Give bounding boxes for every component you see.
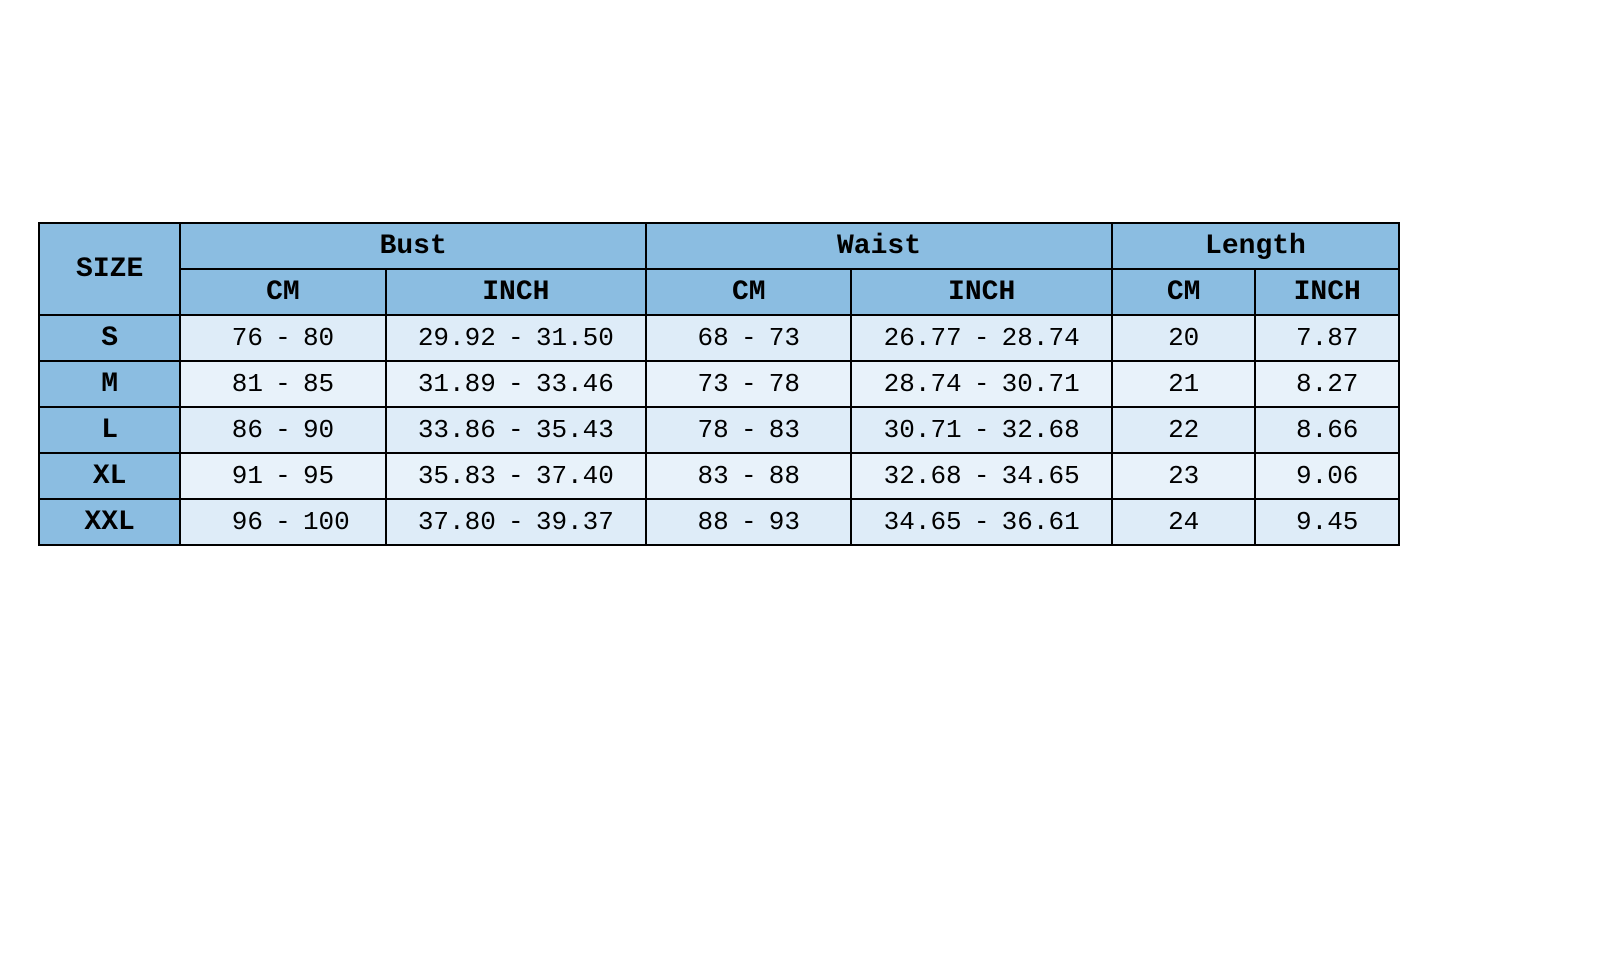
header-bust: Bust (180, 223, 646, 269)
table-cell: 81-85 (180, 361, 385, 407)
table-cell: 30.71-32.68 (851, 407, 1112, 453)
table-cell: 29.92-31.50 (386, 315, 647, 361)
table-row: XL91-9535.83-37.4083-8832.68-34.65239.06 (39, 453, 1399, 499)
table-cell: 73-78 (646, 361, 851, 407)
table-cell: 68-73 (646, 315, 851, 361)
header-row-1: SIZE Bust Waist Length (39, 223, 1399, 269)
table-cell: 83-88 (646, 453, 851, 499)
table-cell: 9.45 (1255, 499, 1399, 545)
table-cell: 34.65-36.61 (851, 499, 1112, 545)
header-length-inch: INCH (1255, 269, 1399, 315)
table-cell: 23 (1112, 453, 1256, 499)
table-cell: 20 (1112, 315, 1256, 361)
table-cell: 7.87 (1255, 315, 1399, 361)
table-body: S76-8029.92-31.5068-7326.77-28.74207.87M… (39, 315, 1399, 545)
table-cell: 37.80-39.37 (386, 499, 647, 545)
table-cell: 86-90 (180, 407, 385, 453)
table-cell: 32.68-34.65 (851, 453, 1112, 499)
table-cell: 21 (1112, 361, 1256, 407)
table-row: L86-9033.86-35.4378-8330.71-32.68228.66 (39, 407, 1399, 453)
header-bust-inch: INCH (386, 269, 647, 315)
table-cell: 24 (1112, 499, 1256, 545)
header-length: Length (1112, 223, 1399, 269)
header-waist-inch: INCH (851, 269, 1112, 315)
table-row: XXL96-10037.80-39.3788-9334.65-36.61249.… (39, 499, 1399, 545)
table-cell: 26.77-28.74 (851, 315, 1112, 361)
table-row: M81-8531.89-33.4673-7828.74-30.71218.27 (39, 361, 1399, 407)
table-cell: 28.74-30.71 (851, 361, 1112, 407)
table-cell: 9.06 (1255, 453, 1399, 499)
header-length-cm: CM (1112, 269, 1256, 315)
size-chart-table-wrapper: SIZE Bust Waist Length CM INCH CM INCH C… (38, 222, 1400, 546)
table-cell: 33.86-35.43 (386, 407, 647, 453)
table-cell: 88-93 (646, 499, 851, 545)
table-cell: 31.89-33.46 (386, 361, 647, 407)
header-bust-cm: CM (180, 269, 385, 315)
header-waist: Waist (646, 223, 1112, 269)
table-cell: 96-100 (180, 499, 385, 545)
size-label: S (39, 315, 180, 361)
table-cell: 76-80 (180, 315, 385, 361)
table-cell: 22 (1112, 407, 1256, 453)
header-waist-cm: CM (646, 269, 851, 315)
table-row: S76-8029.92-31.5068-7326.77-28.74207.87 (39, 315, 1399, 361)
table-cell: 8.27 (1255, 361, 1399, 407)
header-size: SIZE (39, 223, 180, 315)
size-label: XXL (39, 499, 180, 545)
table-cell: 91-95 (180, 453, 385, 499)
size-label: M (39, 361, 180, 407)
table-cell: 35.83-37.40 (386, 453, 647, 499)
size-label: L (39, 407, 180, 453)
table-cell: 8.66 (1255, 407, 1399, 453)
size-label: XL (39, 453, 180, 499)
size-chart-table: SIZE Bust Waist Length CM INCH CM INCH C… (38, 222, 1400, 546)
header-row-2: CM INCH CM INCH CM INCH (39, 269, 1399, 315)
table-cell: 78-83 (646, 407, 851, 453)
